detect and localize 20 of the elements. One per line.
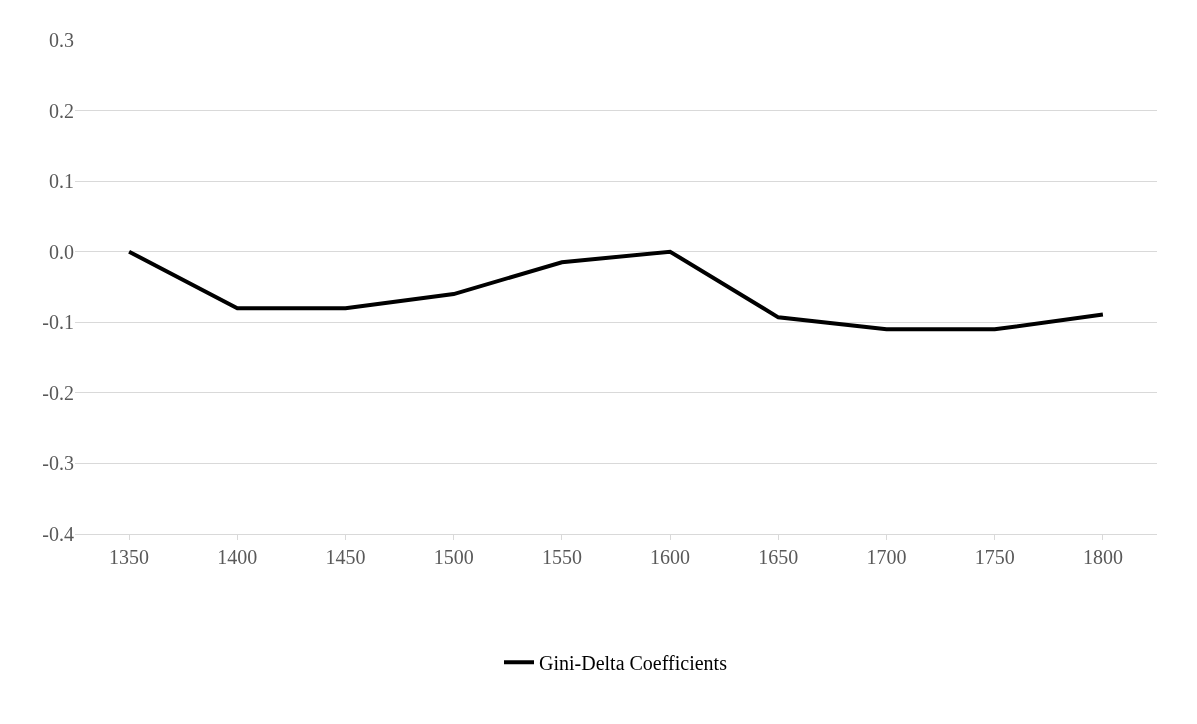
y-tick-label: -0.1 — [42, 311, 74, 334]
x-tick-label: 1350 — [109, 546, 150, 568]
legend-label: Gini-Delta Coefficients — [539, 651, 728, 674]
y-tick-label: 0.3 — [49, 29, 74, 51]
x-tick-label: 1750 — [974, 546, 1015, 568]
line-series — [127, 249, 1105, 332]
y-tick-label: -0.4 — [42, 523, 74, 545]
x-tick-label: 1500 — [433, 546, 474, 568]
y-tick-label: 0.1 — [49, 170, 74, 193]
y-tick-label: 0.2 — [49, 99, 74, 122]
x-tick-label: 1800 — [1082, 546, 1123, 568]
x-tick-label: 1400 — [217, 546, 258, 568]
x-tick-label: 1550 — [541, 546, 582, 568]
y-tick-label: -0.3 — [42, 452, 74, 475]
y-tick-label: -0.2 — [42, 381, 74, 404]
x-tick-label: 1450 — [325, 546, 366, 568]
x-tick-label: 1700 — [866, 546, 907, 568]
x-tick-label: 1650 — [758, 546, 799, 568]
y-tick-label: 0.0 — [49, 240, 74, 263]
x-tick-label: 1600 — [650, 546, 691, 568]
